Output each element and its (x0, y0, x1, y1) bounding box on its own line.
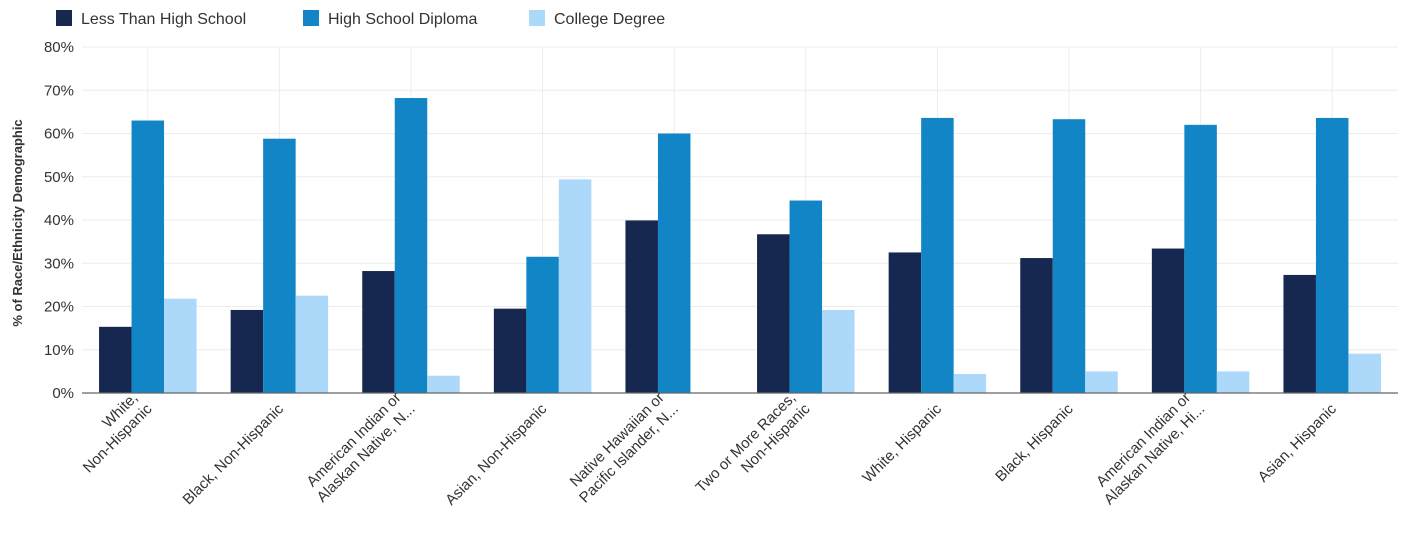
x-tick-label: Native Hawaiian orPacific Islander, N... (563, 388, 682, 506)
x-tick-label: Asian, Hispanic (1255, 400, 1340, 485)
bar[interactable] (1216, 371, 1250, 393)
y-tick-label: 80% (44, 39, 74, 56)
svg-text:American Indian orAlaskan Nati: American Indian orAlaskan Native, N... (301, 388, 419, 506)
bar[interactable] (1184, 124, 1217, 393)
legend-item[interactable]: Less Than High School (56, 10, 246, 28)
bars (99, 98, 1381, 394)
bar[interactable] (99, 326, 132, 393)
bar[interactable] (822, 309, 855, 393)
bar[interactable] (263, 138, 296, 393)
y-tick-label: 50% (44, 169, 74, 186)
x-tick-label: American Indian orAlaskan Native, N... (301, 388, 419, 506)
x-tick-label: Black, Hispanic (992, 400, 1077, 485)
bar[interactable] (427, 375, 460, 393)
y-tick-label: 40% (44, 212, 74, 229)
bar[interactable] (1052, 119, 1086, 393)
x-tick-label: White, Hispanic (859, 400, 945, 486)
y-axis-label: % of Race/Ethnicity Demographic (10, 119, 25, 326)
bar[interactable] (789, 200, 823, 393)
x-tick-label: White,Non-Hispanic (67, 388, 156, 477)
legend-label: High School Diploma (328, 11, 478, 28)
legend-swatch (56, 10, 72, 26)
legend-swatch (303, 10, 319, 26)
x-tick-label: Two or More Races,Non-Hispanic (692, 388, 813, 509)
bar[interactable] (953, 373, 987, 393)
y-tick-label: 60% (44, 126, 74, 143)
svg-text:Asian, Non-Hispanic: Asian, Non-Hispanic (442, 400, 550, 508)
svg-text:White, Hispanic: White, Hispanic (859, 400, 945, 486)
x-tick-label: Black, Non-Hispanic (180, 400, 288, 508)
bar[interactable] (394, 98, 428, 393)
bar[interactable] (1020, 258, 1053, 393)
svg-text:Black, Hispanic: Black, Hispanic (992, 400, 1077, 485)
bar[interactable] (1348, 353, 1381, 393)
legend-label: College Degree (554, 11, 665, 28)
y-tick-label: 70% (44, 82, 74, 99)
legend-item[interactable]: High School Diploma (303, 10, 478, 28)
bar[interactable] (131, 120, 165, 394)
bar[interactable] (757, 234, 790, 393)
legend-item[interactable]: College Degree (529, 10, 665, 28)
bar[interactable] (625, 220, 658, 393)
legend: Less Than High School High School Diploma… (56, 10, 665, 28)
x-tick-label: Asian, Non-Hispanic (442, 400, 550, 508)
bar[interactable] (164, 298, 197, 393)
y-tick-label: 10% (44, 342, 74, 359)
bar[interactable] (1151, 248, 1185, 393)
bar[interactable] (558, 179, 592, 393)
bar[interactable] (921, 117, 954, 394)
y-axis: 0% 10% 20% 30% 40% 50% 60% 70% 80% % of Race/Ethn… (10, 39, 74, 402)
bar[interactable] (526, 256, 559, 393)
legend-swatch (529, 10, 545, 26)
legend-label: Less Than High School (81, 11, 246, 28)
bar[interactable] (1085, 371, 1118, 393)
bar[interactable] (362, 271, 395, 393)
bar[interactable] (230, 309, 264, 393)
svg-text:Black, Non-Hispanic: Black, Non-Hispanic (180, 400, 288, 508)
y-tick-label: 30% (44, 255, 74, 272)
svg-text:Two or More Races,Non-Hispanic: Two or More Races,Non-Hispanic (692, 388, 813, 509)
y-tick-label: 20% (44, 299, 74, 316)
bar[interactable] (1283, 274, 1316, 393)
x-axis: White,Non-Hispanic Black, Non-Hispanic Ame… (67, 388, 1398, 509)
svg-text:Asian, Hispanic: Asian, Hispanic (1255, 400, 1340, 485)
bar[interactable] (888, 252, 922, 393)
bar[interactable] (657, 133, 691, 394)
svg-text:Native Hawaiian orPacific Isla: Native Hawaiian orPacific Islander, N... (563, 388, 681, 506)
x-tick-label: American Indian orAlaskan Native, Hi... (1088, 388, 1208, 508)
bar[interactable] (493, 308, 527, 393)
svg-text:American Indian orAlaskan Nati: American Indian orAlaskan Native, Hi... (1088, 388, 1208, 508)
svg-text:White,Non-Hispanic: White,Non-Hispanic (67, 388, 156, 477)
bar[interactable] (295, 295, 329, 393)
y-tick-label: 0% (52, 385, 74, 402)
bar[interactable] (1315, 117, 1349, 394)
